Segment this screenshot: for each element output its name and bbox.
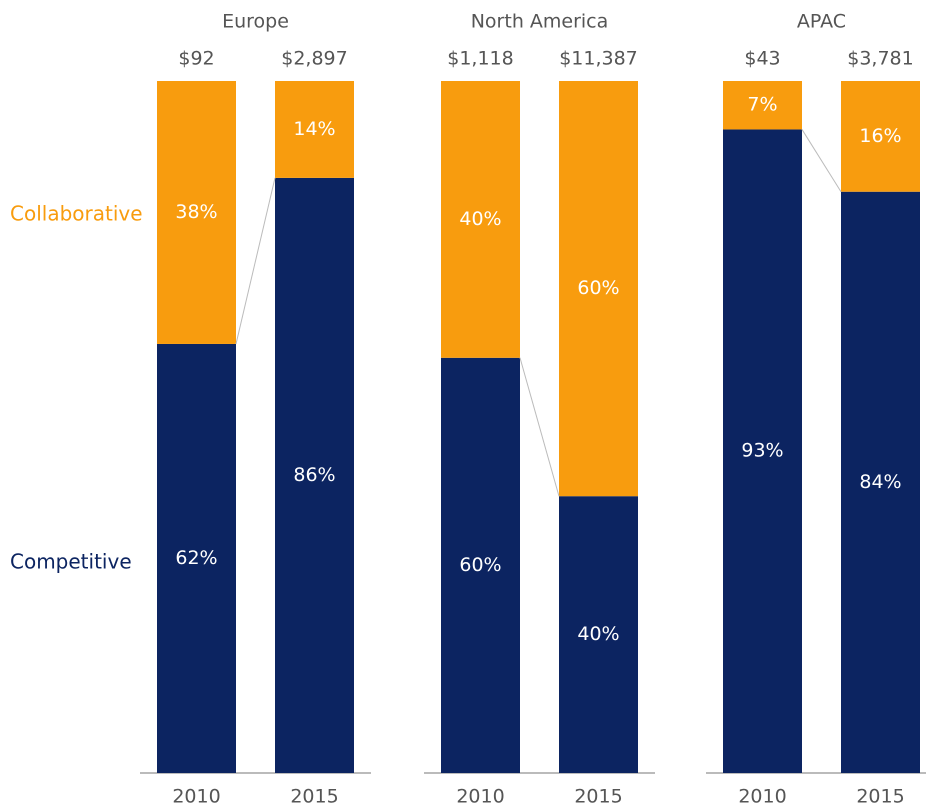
value-label: 84% [859, 471, 901, 493]
value-label: 93% [741, 440, 783, 462]
value-label: 16% [859, 125, 901, 147]
value-label: 14% [293, 118, 335, 140]
x-tick-label: 2015 [856, 786, 904, 808]
x-tick-label: 2015 [290, 786, 338, 808]
value-label: 86% [293, 464, 335, 486]
bar-segment [441, 357, 520, 773]
bar-segment [723, 81, 802, 130]
total-label: $1,118 [447, 48, 513, 70]
bar-segment [157, 343, 236, 773]
x-tick-label: 2010 [172, 786, 220, 808]
total-label: $43 [744, 48, 780, 70]
total-label: $92 [178, 48, 214, 70]
bar-segment [559, 81, 638, 497]
bar-segment [841, 81, 920, 192]
total-label: $2,897 [281, 48, 347, 70]
connector [519, 357, 560, 497]
bar-segment [157, 81, 236, 344]
value-label: 40% [459, 208, 501, 230]
group-title: APAC [797, 11, 846, 33]
bar-segment [841, 191, 920, 774]
value-label: 60% [577, 277, 619, 299]
group-title: Europe [222, 11, 289, 33]
total-label: $3,781 [847, 48, 913, 70]
group-title: North America [471, 11, 609, 33]
value-label: 40% [577, 623, 619, 645]
bar-segment [559, 496, 638, 773]
x-tick-label: 2010 [456, 786, 504, 808]
bar-segment [275, 81, 354, 178]
value-label: 38% [175, 201, 217, 223]
legend-label: Competitive [10, 550, 132, 574]
value-label: 7% [747, 94, 777, 116]
connector [801, 129, 842, 192]
bar-segment [723, 129, 802, 773]
bar-segment [275, 177, 354, 773]
x-tick-label: 2010 [738, 786, 786, 808]
value-label: 62% [175, 547, 217, 569]
value-label: 60% [459, 554, 501, 576]
bar-segment [441, 81, 520, 358]
legend-label: Collaborative [10, 202, 143, 226]
x-tick-label: 2015 [574, 786, 622, 808]
connector [235, 177, 276, 345]
total-label: $11,387 [559, 48, 638, 70]
